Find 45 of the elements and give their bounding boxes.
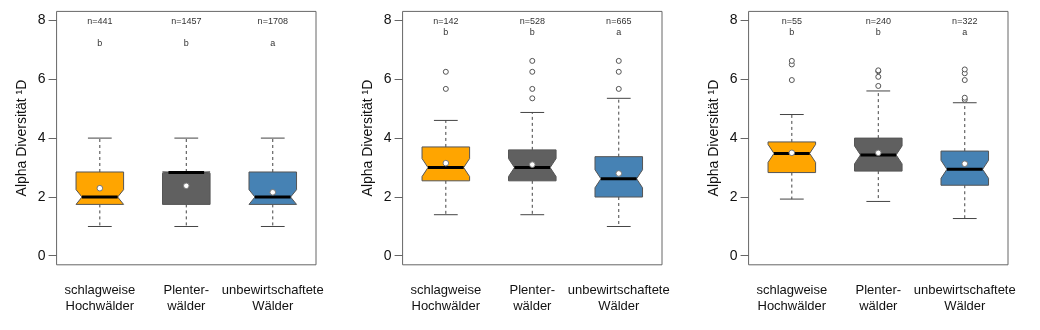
annotation: b <box>789 26 795 37</box>
annotation: a <box>962 26 968 37</box>
x-tick-label: Plenter- wälder <box>855 282 902 313</box>
y-axis-title: Alpha Diversität ¹D <box>13 79 30 197</box>
annotation: n=528 <box>519 15 545 26</box>
annotation: n=1457 <box>171 15 202 26</box>
y-tick-label: 4 <box>729 128 738 145</box>
y-axis-title: Alpha Diversität ¹D <box>359 79 376 197</box>
annotation: b <box>97 37 103 48</box>
y-tick-label: 4 <box>383 128 392 145</box>
annotation: n=1708 <box>257 15 288 26</box>
y-tick-label: 8 <box>383 11 392 28</box>
y-tick-label: 6 <box>37 70 46 87</box>
x-tick-label: schlagweise Hochwälder <box>64 282 136 313</box>
y-tick-label: 2 <box>383 187 392 204</box>
annotation: a <box>270 37 276 48</box>
y-tick-label: 0 <box>729 246 738 263</box>
annotation: n=322 <box>952 15 978 26</box>
annotation: n=441 <box>87 15 113 26</box>
y-tick-label: 2 <box>729 187 738 204</box>
annotation: n=55 <box>781 15 802 26</box>
y-tick-label: 6 <box>729 70 738 87</box>
x-tick-label: unbewirtschaftete Wälder <box>913 282 1016 313</box>
x-tick-label: schlagweise Hochwälder <box>756 282 828 313</box>
x-tick-label: unbewirtschaftete Wälder <box>567 282 670 313</box>
y-tick-label: 8 <box>37 11 46 28</box>
annotation: n=665 <box>606 15 632 26</box>
annotation: b <box>875 26 881 37</box>
annotation: b <box>529 26 535 37</box>
x-tick-label: Plenter- wälder <box>163 282 210 313</box>
x-tick-label: Plenter- wälder <box>509 282 556 313</box>
annotation: n=240 <box>865 15 891 26</box>
y-tick-label: 6 <box>383 70 392 87</box>
y-tick-label: 8 <box>729 11 738 28</box>
annotation: n=142 <box>433 15 459 26</box>
annotation: b <box>443 26 449 37</box>
y-axis-title: Alpha Diversität ¹D <box>705 79 722 197</box>
y-tick-label: 0 <box>37 246 46 263</box>
y-tick-label: 0 <box>383 246 392 263</box>
x-tick-label: schlagweise Hochwälder <box>410 282 482 313</box>
x-tick-label: unbewirtschaftete Wälder <box>221 282 324 313</box>
annotation: b <box>183 37 189 48</box>
y-tick-label: 4 <box>37 128 46 145</box>
annotation: a <box>616 26 622 37</box>
y-tick-label: 2 <box>37 187 46 204</box>
